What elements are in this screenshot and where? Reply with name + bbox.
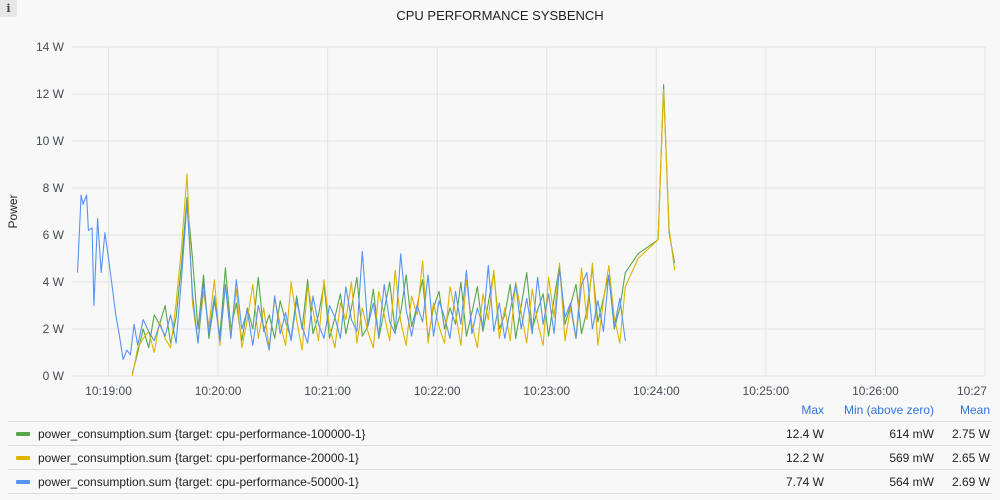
series-line-1 [131,88,676,377]
legend-series-name[interactable]: power_consumption.sum {target: cpu-perfo… [38,450,359,465]
legend-row[interactable]: power_consumption.sum {target: cpu-perfo… [8,421,992,445]
x-tick-label: 10:21:00 [304,384,351,398]
legend-header-mean[interactable]: Mean [959,402,990,417]
legend-series-name[interactable]: power_consumption.sum {target: cpu-perfo… [38,426,366,441]
legend-mean-value: 2.75 W [951,426,990,441]
x-tick-label: 10:27 [957,384,987,398]
y-axis-label: Power [6,194,20,228]
legend-min-value: 569 mW [889,450,934,465]
x-tick-label: 10:24:00 [633,384,680,398]
legend-min-value: 564 mW [889,474,934,489]
y-tick-label: 10 W [36,134,65,148]
info-icon[interactable]: i [0,0,17,17]
series-line-2 [76,194,626,361]
legend-min-value: 614 mW [889,426,934,441]
legend-swatch-green[interactable] [16,431,30,436]
legend-swatch-blue[interactable] [16,479,30,484]
x-tick-label: 10:26:00 [852,384,899,398]
legend-max-value: 12.4 W [785,426,824,441]
series-line-0 [131,84,676,374]
legend-series-name[interactable]: power_consumption.sum {target: cpu-perfo… [38,474,359,489]
x-tick-label: 10:20:00 [195,384,242,398]
legend-header-max[interactable]: Max [801,402,824,417]
legend-max-value: 7.74 W [785,474,824,489]
y-tick-label: 8 W [43,181,65,195]
power-line-chart: 0 W 2 W 4 W 6 W 8 W 10 W 12 W 14 W 10:19:00 10:20… [6,40,987,398]
x-tick-label: 10:25:00 [743,384,790,398]
y-tick-label: 4 W [43,275,65,289]
y-tick-label: 14 W [36,40,65,54]
y-tick-label: 12 W [36,87,65,101]
legend-max-value: 12.2 W [785,450,824,465]
x-tick-label: 10:19:00 [85,384,132,398]
legend-row[interactable]: power_consumption.sum {target: cpu-perfo… [8,445,992,469]
y-tick-label: 6 W [43,228,65,242]
x-tick-label: 10:22:00 [414,384,461,398]
legend-table: Max Min (above zero) Mean power_consumpt… [8,398,992,494]
x-tick-label: 10:23:00 [523,384,570,398]
legend-header: Max Min (above zero) Mean [8,398,992,421]
y-tick-label: 2 W [43,322,65,336]
legend-swatch-yellow[interactable] [16,455,30,460]
legend-mean-value: 2.69 W [951,474,990,489]
y-tick-label: 0 W [43,369,65,383]
legend-mean-value: 2.65 W [951,450,990,465]
legend-header-min[interactable]: Min (above zero) [843,402,934,417]
legend-row[interactable]: power_consumption.sum {target: cpu-perfo… [8,469,992,494]
panel-title: CPU PERFORMANCE SYSBENCH [396,8,604,23]
